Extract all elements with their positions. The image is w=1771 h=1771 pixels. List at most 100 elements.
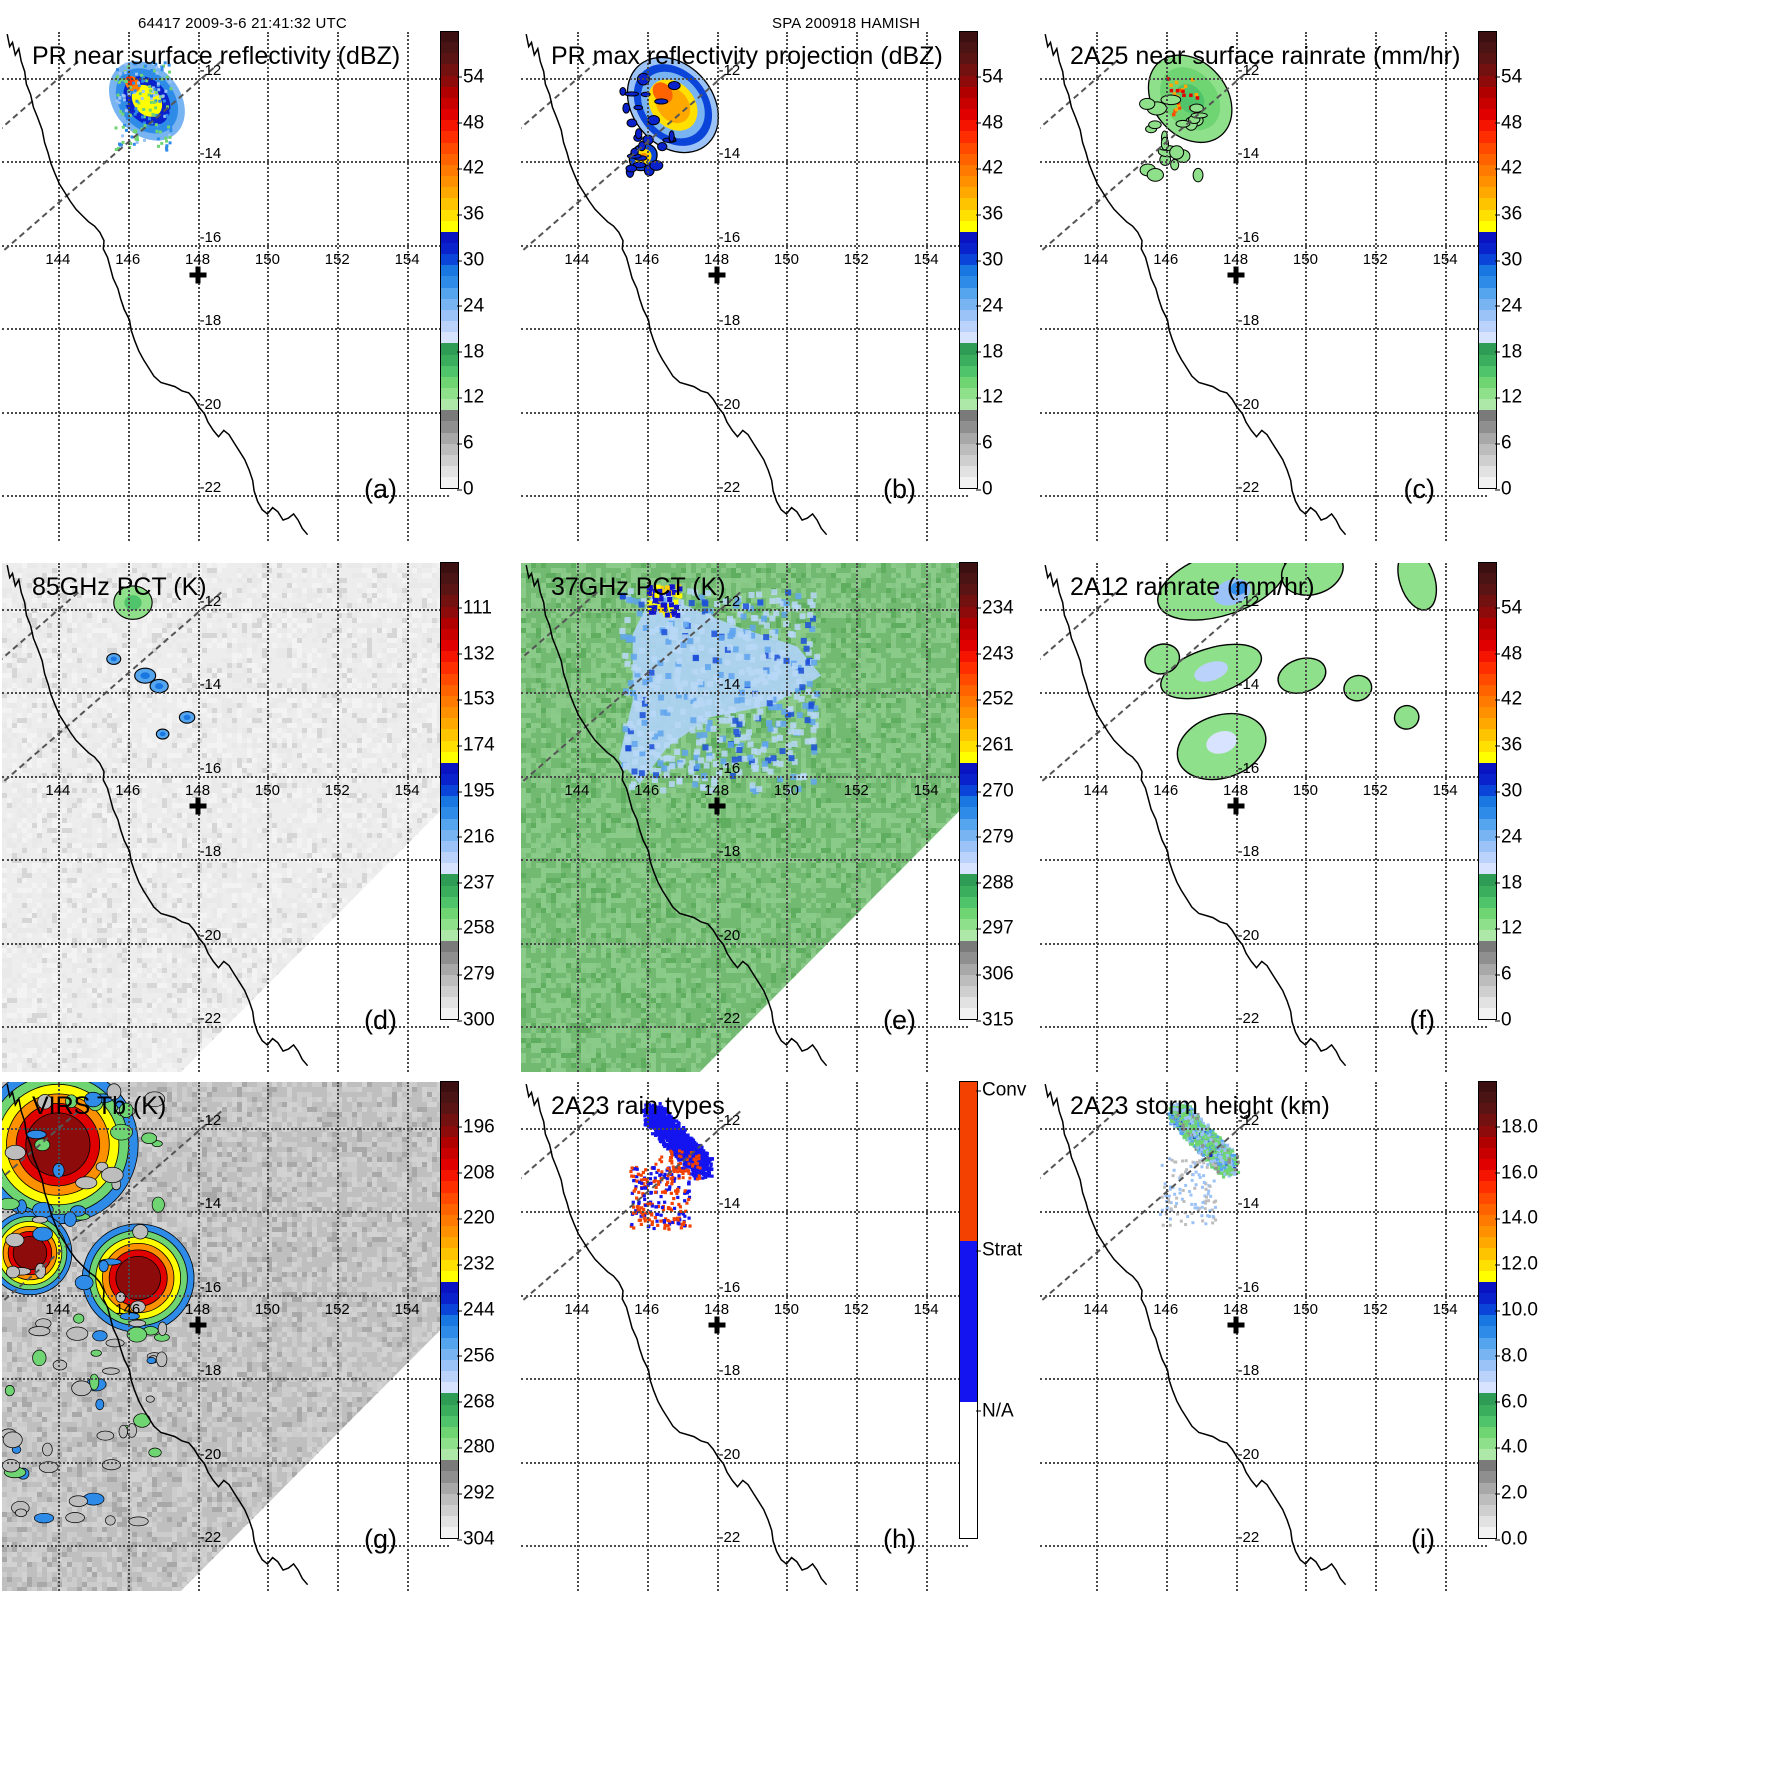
colorbar-segment-g-31 [440, 1426, 459, 1438]
lon-label-148: 148 [704, 251, 729, 268]
colorbar-segment-f-27 [1478, 863, 1497, 875]
colorbar-segment-d-3 [440, 595, 459, 607]
colorbar-segment-g-27 [440, 1382, 459, 1394]
colorbar-segment-c-30 [1478, 365, 1497, 377]
colorbar-segment-d-34 [440, 941, 459, 953]
colorbar-segment-a-19 [440, 242, 459, 255]
gridline-lat--20 [2, 411, 449, 414]
colorbar-tick-f-3: 36 [1494, 736, 1522, 755]
colorbar-segment-i-20 [1478, 1304, 1497, 1316]
colorbar-tick-i-4: 10.0 [1495, 1301, 1538, 1320]
colorbar-segment-i-36 [1478, 1482, 1497, 1494]
lon-label-146: 146 [634, 1301, 659, 1318]
colorbar-segment-b-22 [959, 276, 978, 288]
lon-label-148: 148 [185, 1301, 210, 1318]
gridline-lon-144 [576, 32, 579, 541]
colorbar-segment-e-15 [959, 729, 978, 741]
lat-label--12: -12 [200, 1112, 222, 1129]
panel-index-d: (d) [364, 1005, 397, 1036]
colorbar-tick-b-5: 24 [975, 296, 1003, 315]
colorbar-segment-d-0 [440, 562, 459, 574]
colorbar-segment-i-14 [1478, 1237, 1497, 1249]
colorbar-segment-i-16 [1478, 1259, 1497, 1271]
colorbar-segment-e-14 [959, 718, 978, 730]
map-f: 144 146 148 150 152 154 -12 -14 -16 -18 -20 -22 2A12… [1040, 563, 1487, 1072]
colorbar-tick-f-1: 48 [1494, 644, 1522, 663]
gridline-lat--14 [521, 692, 968, 695]
gridline-lat--18 [2, 859, 449, 862]
colorbar-segment-g-1 [440, 1092, 459, 1104]
colorbar-segment-f-12 [1478, 695, 1497, 708]
gridline-lon-144 [1095, 563, 1098, 1072]
lat-label--14: -14 [200, 145, 222, 162]
lon-label-154: 154 [914, 1301, 939, 1318]
gridline-lat--20 [1040, 1461, 1487, 1464]
colorbar-c: 54 48 42 36 30 24 18 12 6 0 [1478, 31, 1522, 499]
panel-index-f: (f) [1410, 1005, 1435, 1036]
colorbar-segment-g-6 [440, 1147, 459, 1160]
gridline-lon-150 [1305, 563, 1308, 1072]
gridline-lon-150 [1305, 1082, 1308, 1591]
colorbar-segment-f-20 [1478, 785, 1497, 797]
lat-label--16: -16 [200, 760, 222, 777]
colorbar-segment-c-38 [1478, 454, 1497, 467]
coastline-b [525, 33, 828, 536]
lat-label--16: -16 [1238, 760, 1260, 777]
panel-b: 144 146 148 150 152 154 -12 -14 -16 -18 -20 -22 PR m… [521, 25, 1033, 546]
colorbar-segment-f-24 [1478, 829, 1497, 841]
lat-label--16: -16 [719, 760, 741, 777]
colorbar-segment-e-25 [959, 840, 978, 853]
gridline-lon-152 [337, 32, 340, 541]
colorbar-ticklabels-f: 54 48 42 36 30 24 18 12 6 0 [1494, 562, 1567, 1030]
colorbar-segment-a-16 [440, 209, 459, 221]
colorbar-tick-c-7: 12 [1494, 388, 1522, 407]
panel-title-a: PR near surface reflectivity (dBZ) [32, 42, 400, 71]
map-h: 144 146 148 150 152 154 -12 -14 -16 -18 -20 -22 2A23… [521, 1082, 968, 1591]
colorbar-tick-b-6: 18 [975, 342, 1003, 361]
colorbar-segment-b-26 [959, 321, 978, 333]
colorbar-tick-d-2: 153 [457, 690, 495, 709]
colorbar-tick-g-6: 268 [457, 1392, 495, 1411]
colorbar-segment-d-35 [440, 952, 459, 964]
panel-title-h: 2A23 rain types [551, 1092, 725, 1121]
colorbar-segment-g-11 [440, 1203, 459, 1215]
lon-label-154: 154 [1433, 782, 1458, 799]
colorbar-segment-b-14 [959, 187, 978, 199]
gridline-lat--14 [1040, 161, 1487, 164]
header-left-timestamp: 64417 2009-3-6 21:41:32 UTC [138, 15, 347, 32]
lon-label-144: 144 [564, 251, 589, 268]
lat-label--12: -12 [200, 593, 222, 610]
colorbar-segment-e-17 [959, 751, 978, 763]
colorbar-tick-f-5: 24 [1494, 827, 1522, 846]
panel-title-d: 85GHz PCT (K) [32, 573, 207, 602]
gridline-lat--20 [1040, 942, 1487, 945]
lon-label-150: 150 [774, 251, 799, 268]
colorbar-tick-c-1: 48 [1494, 113, 1522, 132]
colorbar-segment-f-23 [1478, 818, 1497, 830]
colorbar-segment-i-40 [1478, 1527, 1497, 1539]
colorbar-segment-b-35 [959, 421, 978, 433]
colorbar-segment-b-37 [959, 443, 978, 455]
colorbar-tick-g-2: 220 [457, 1209, 495, 1228]
colorbar-tick-d-9: 300 [457, 1011, 495, 1030]
gridline-lat--18 [2, 1378, 449, 1381]
colorbar-segment-b-30 [959, 365, 978, 377]
colorbar-segment-f-34 [1478, 941, 1497, 953]
colorbar-segment-i-11 [1478, 1203, 1497, 1215]
gridline-lon-154 [407, 32, 410, 541]
colorbar-segment-d-22 [440, 807, 459, 819]
panel-g: 144 146 148 150 152 154 -12 -14 -16 -18 -20 -22 VIRS… [2, 1075, 514, 1596]
colorbar-segment-i-26 [1478, 1371, 1497, 1383]
gridline-lon-146 [127, 1082, 130, 1591]
colorbar-segment-g-23 [440, 1337, 459, 1349]
colorbar-segment-c-37 [1478, 443, 1497, 455]
colorbar-segment-b-20 [959, 254, 978, 266]
gridline-lon-148 [716, 32, 719, 541]
gridline-lat--12 [521, 77, 968, 80]
colorbar-segment-c-1 [1478, 42, 1497, 54]
colorbar-segment-i-30 [1478, 1415, 1497, 1427]
lat-label--22: -22 [200, 1010, 222, 1027]
gridline-lon-154 [926, 1082, 929, 1591]
colorbar-segment-d-10 [440, 673, 459, 685]
colorbar-tick-i-1: 16.0 [1495, 1163, 1538, 1182]
